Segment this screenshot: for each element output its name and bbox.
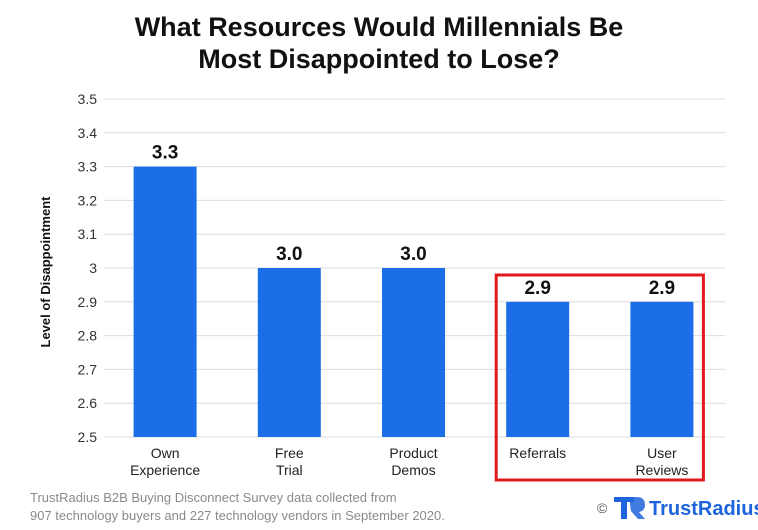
y-tick-label: 3.5 — [78, 91, 98, 107]
y-tick-label: 2.9 — [78, 294, 98, 310]
x-tick-label: Own — [151, 445, 180, 461]
x-tick-label: Experience — [130, 462, 200, 478]
bar — [630, 301, 694, 437]
x-tick-label: Trial — [276, 462, 303, 478]
footnote: TrustRadius B2B Buying Disconnect Survey… — [30, 490, 445, 523]
y-tick-label: 3.3 — [78, 159, 98, 175]
brand: © TrustRadius — [597, 497, 758, 520]
data-label: 2.9 — [524, 278, 550, 299]
highlight-box — [494, 273, 705, 482]
trustradius-logo-icon — [614, 497, 645, 519]
y-tick-label: 2.7 — [78, 361, 98, 377]
y-tick-label: 2.8 — [78, 328, 98, 344]
y-tick-label: 3.1 — [78, 226, 98, 242]
bars — [133, 166, 694, 437]
x-tick-label: Product — [389, 445, 437, 461]
data-label: 2.9 — [649, 278, 675, 299]
x-tick-label: Referrals — [509, 445, 566, 461]
x-tick-label: User — [647, 445, 677, 461]
brand-name: TrustRadius — [649, 498, 758, 520]
y-axis-label: Level of Disappointment — [38, 196, 53, 348]
x-tick-label: Demos — [391, 462, 435, 478]
y-tick-label: 2.5 — [78, 429, 98, 445]
bar — [382, 268, 445, 437]
bar — [506, 301, 570, 437]
chart-title-line-2: Most Disappointed to Lose? — [198, 44, 560, 74]
x-tick-label: Free — [275, 445, 304, 461]
data-labels: 3.3 3.0 3.0 2.9 2.9 — [152, 143, 675, 299]
data-label: 3.3 — [152, 143, 178, 164]
y-axis-ticks: 2.5 2.6 2.7 2.8 2.9 3 3.1 3.2 3.3 3.4 3.5 — [78, 91, 98, 445]
y-tick-label: 3 — [89, 260, 97, 276]
bar — [133, 166, 197, 437]
y-tick-label: 2.6 — [78, 395, 98, 411]
x-tick-label: Reviews — [635, 462, 688, 478]
footnote-line-2: 907 technology buyers and 227 technology… — [30, 508, 445, 523]
data-label: 3.0 — [400, 244, 426, 265]
y-tick-label: 3.4 — [78, 125, 98, 141]
chart-title: What Resources Would Millennials Be Most… — [135, 12, 624, 74]
footnote-line-1: TrustRadius B2B Buying Disconnect Survey… — [30, 490, 397, 505]
data-label: 3.0 — [276, 244, 302, 265]
y-tick-label: 3.2 — [78, 192, 98, 208]
chart-title-line-1: What Resources Would Millennials Be — [135, 12, 624, 42]
bar — [257, 268, 321, 437]
copyright-symbol: © — [597, 500, 608, 516]
